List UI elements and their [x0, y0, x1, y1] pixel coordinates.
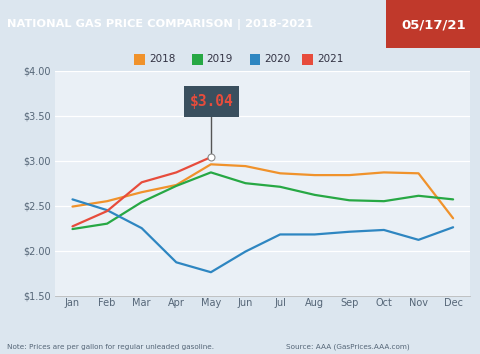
Text: 2019: 2019: [206, 54, 233, 64]
FancyBboxPatch shape: [184, 86, 239, 117]
Text: Source: AAA (GasPrices.AAA.com): Source: AAA (GasPrices.AAA.com): [286, 343, 409, 350]
Text: Note: Prices are per gallon for regular unleaded gasoline.: Note: Prices are per gallon for regular …: [7, 344, 214, 350]
Bar: [302, 53, 313, 65]
Text: 2018: 2018: [149, 54, 175, 64]
Text: $3.04: $3.04: [190, 94, 234, 109]
Text: NATIONAL GAS PRICE COMPARISON | 2018-2021: NATIONAL GAS PRICE COMPARISON | 2018-202…: [7, 19, 313, 30]
Bar: [386, 0, 480, 48]
Bar: [134, 53, 145, 65]
Bar: [250, 53, 260, 65]
Text: 2021: 2021: [317, 54, 343, 64]
Text: 2020: 2020: [264, 54, 290, 64]
Bar: [192, 53, 203, 65]
Text: 05/17/21: 05/17/21: [401, 18, 466, 32]
